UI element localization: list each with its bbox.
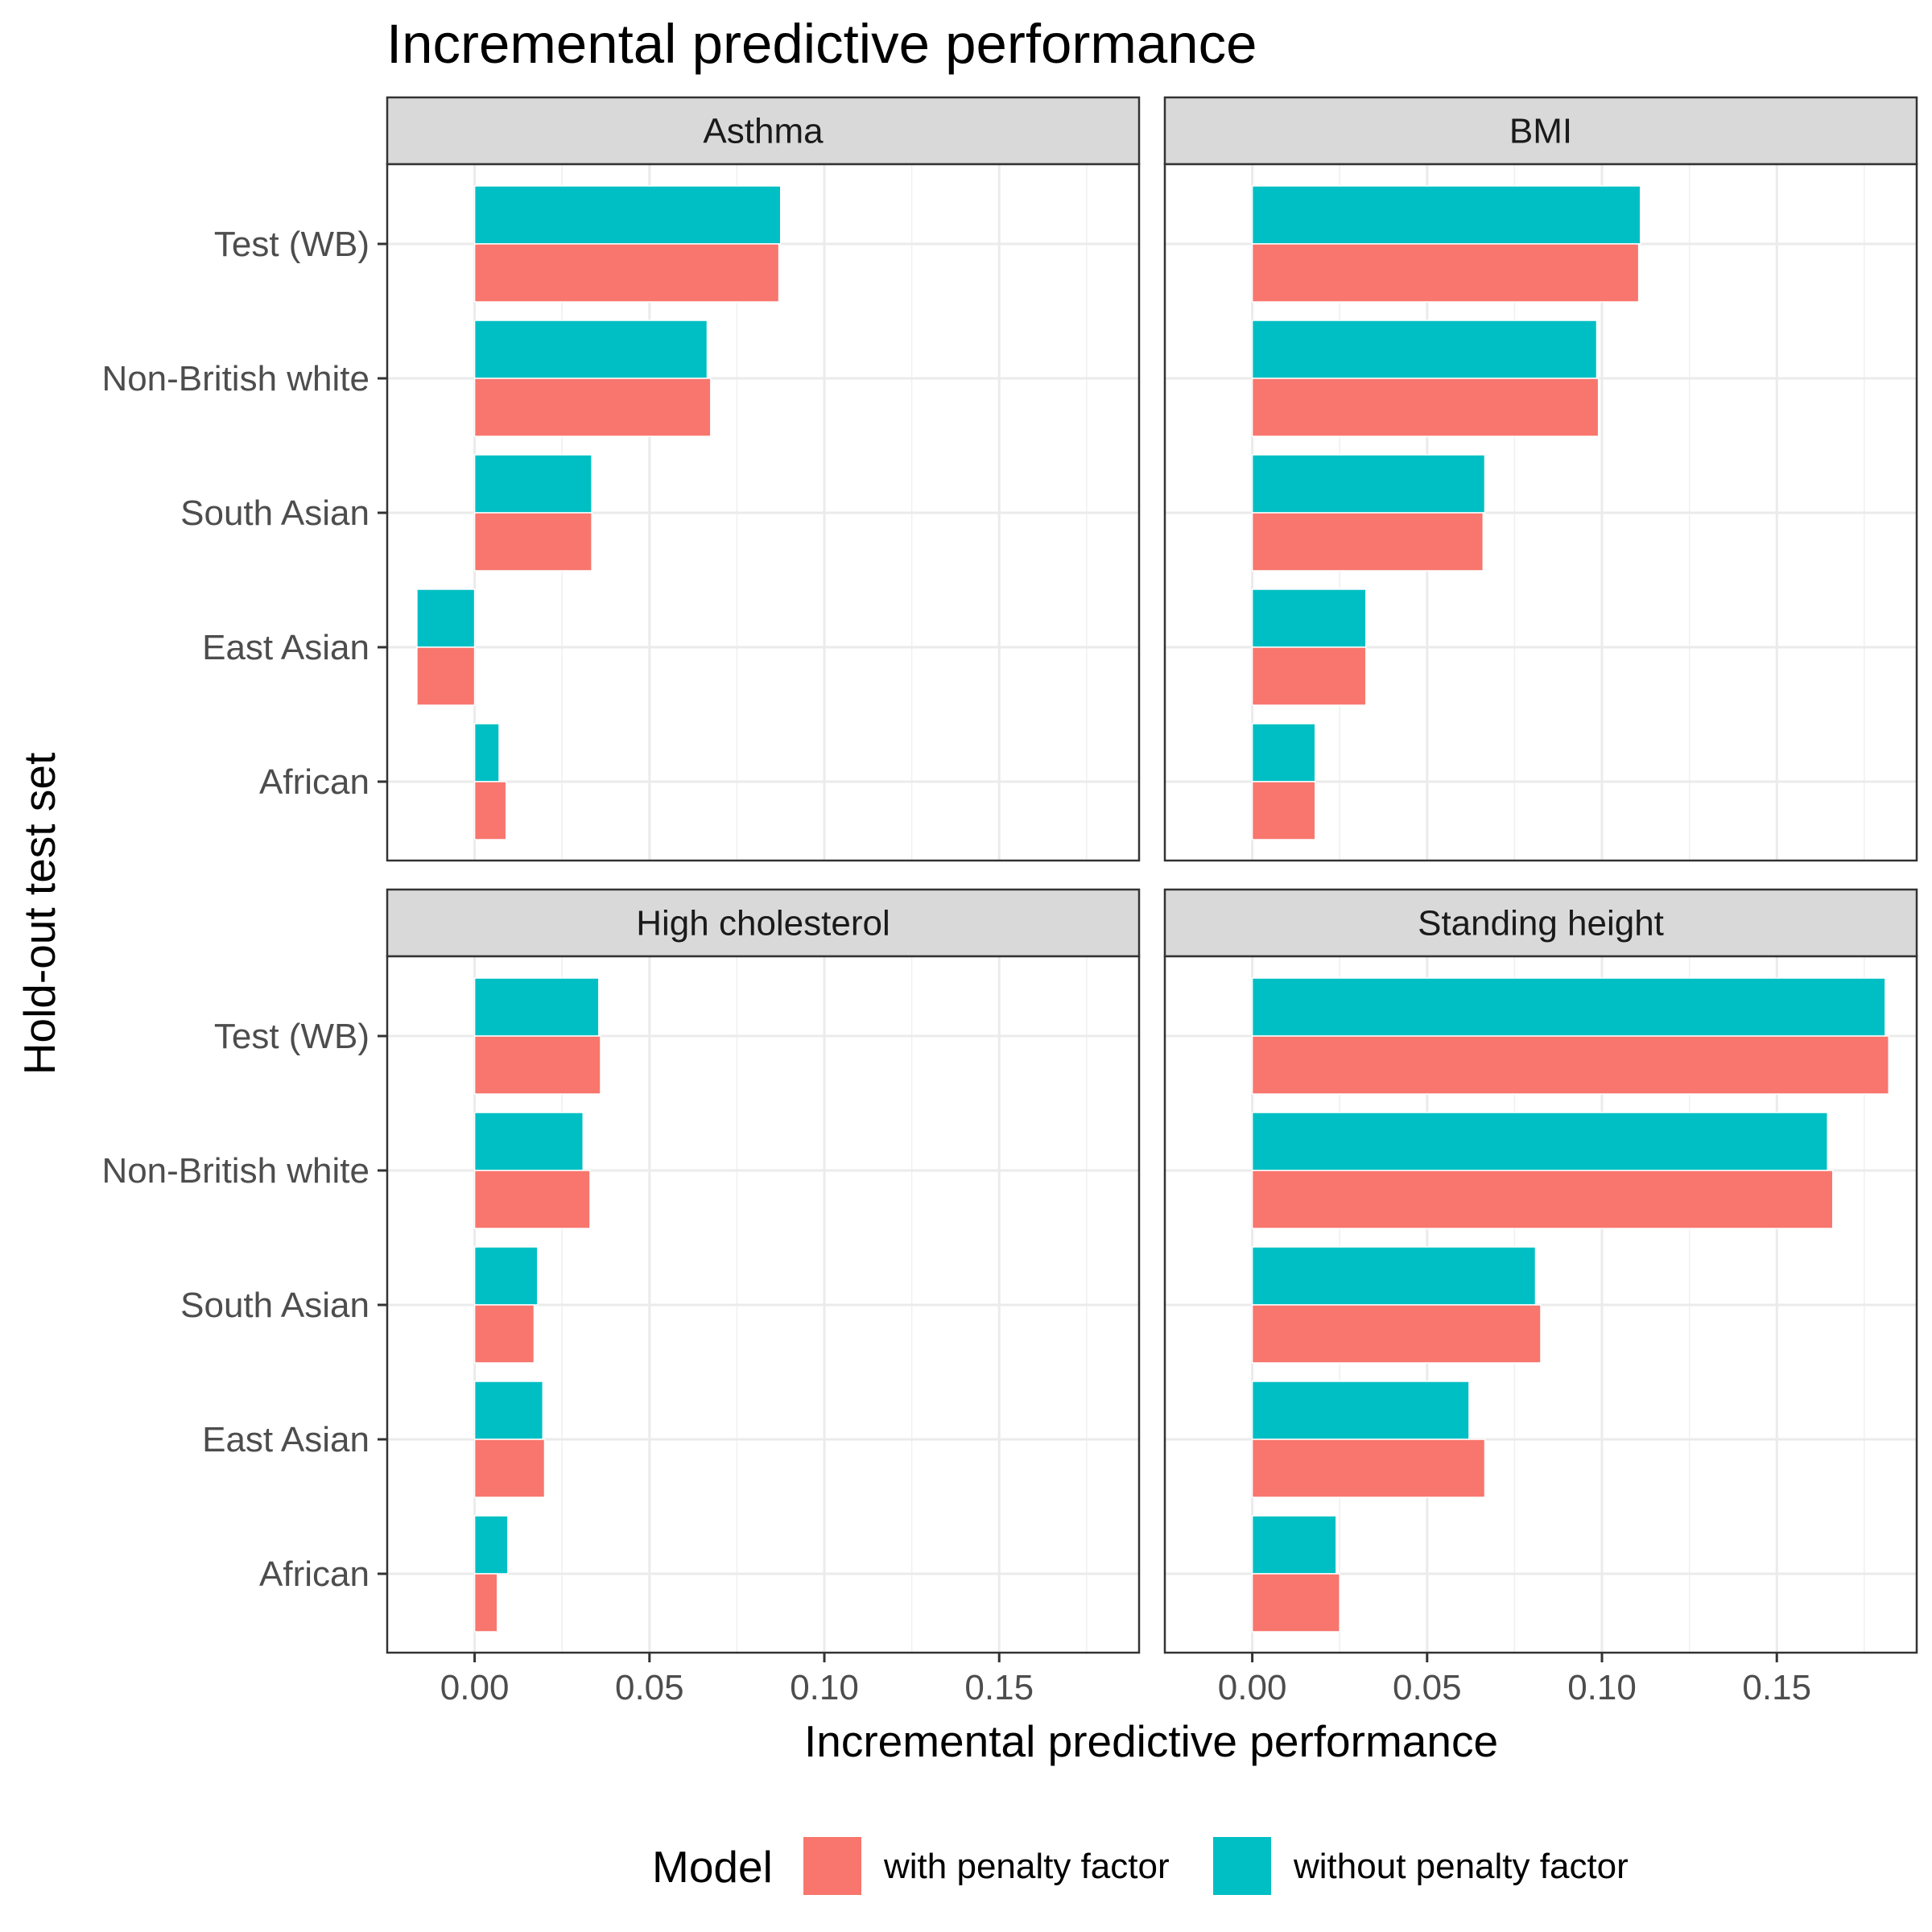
legend-title: Model [652,1842,773,1892]
bar-with-penalty-south-asian [1251,1304,1542,1364]
bar-without-penalty-test-wb [473,185,782,245]
bar-with-penalty-east-asian [416,646,476,706]
legend-label-with-penalty: with penalty factor [883,1847,1170,1886]
y-tick-label: African [259,1554,369,1594]
bar-without-penalty-south-asian [1251,454,1486,514]
bar-with-penalty-non-british-white [1251,1170,1834,1229]
bar-with-penalty-east-asian [1251,646,1367,706]
y-tick-label: Test (WB) [214,1017,369,1056]
x-tick-label: 0.05 [615,1668,684,1707]
panel-border [1163,955,1918,1654]
bar-with-penalty-test-wb [473,243,780,303]
bar-without-penalty-non-british-white [473,320,708,379]
facet-strip [386,96,1141,166]
bar-without-penalty-test-wb [1251,185,1641,245]
bar-with-penalty-test-wb [473,1035,601,1095]
bar-without-penalty-test-wb [473,977,600,1037]
bar-with-penalty-african [473,781,507,840]
bar-with-penalty-south-asian [473,1304,535,1364]
bar-with-penalty-non-british-white [1251,378,1600,437]
bar-without-penalty-south-asian [1251,1246,1537,1306]
bar-with-penalty-african [1251,781,1316,840]
panel-border [1163,163,1918,862]
bar-without-penalty-east-asian [1251,1381,1470,1440]
x-tick-label: 0.15 [1742,1668,1811,1707]
x-tick-label: 0.05 [1393,1668,1462,1707]
y-tick-label: Test (WB) [214,225,369,264]
bar-with-penalty-african [473,1573,498,1633]
chart-title: Incremental predictive performance [386,13,1257,75]
facet-panels: Asthma Test (WB) Non-British white South As… [101,96,1918,1707]
y-tick-label: Non-British white [101,1151,369,1191]
y-tick-label: South Asian [180,493,369,533]
bar-without-penalty-african [473,723,500,782]
y-tick-label: Non-British white [101,359,369,398]
legend-key-without-penalty [1213,1837,1271,1895]
facet-asthma: Asthma Test (WB) Non-British white South As… [101,96,1141,862]
x-tick-label: 0.00 [1218,1668,1287,1707]
bar-without-penalty-non-british-white [1251,320,1598,379]
bar-with-penalty-east-asian [1251,1439,1486,1498]
x-tick-label: 0.00 [440,1668,510,1707]
y-tick-label: African [259,762,369,802]
bar-with-penalty-test-wb [1251,1035,1889,1095]
bar-with-penalty-south-asian [1251,512,1484,572]
legend-key-with-penalty [803,1837,861,1895]
bar-without-penalty-african [1251,1515,1337,1575]
facet-strip [1163,96,1918,166]
legend-label-without-penalty: without penalty factor [1293,1847,1629,1886]
bar-without-penalty-african [1251,723,1316,782]
x-tick-label: 0.15 [964,1668,1034,1707]
bar-with-penalty-south-asian [473,512,592,572]
facet-strip-label: BMI [1509,112,1572,151]
facet-strip-label: High cholesterol [636,904,890,943]
facet-standing-height: Standing height 0.00 0.05 0.10 0.15 [1163,888,1918,1707]
y-tick-label: East Asian [202,628,369,667]
x-tick-label: 0.10 [1567,1668,1637,1707]
bar-without-penalty-east-asian [416,588,476,648]
bar-with-penalty-non-british-white [473,378,712,437]
facet-bmi: BMI [1163,96,1918,862]
bar-without-penalty-non-british-white [1251,1112,1828,1171]
bar-with-penalty-east-asian [473,1439,546,1498]
bar-without-penalty-south-asian [473,454,592,514]
bar-with-penalty-non-british-white [473,1170,591,1229]
facet-strip-label: Standing height [1418,904,1664,943]
bar-without-penalty-test-wb [1251,977,1886,1037]
facet-high-cholesterol: High cholesterol Test (WB) Non-British whi… [101,888,1141,1707]
y-tick-label: South Asian [180,1286,369,1325]
legend: Model with penalty factor without penalt… [652,1837,1629,1895]
bar-without-penalty-non-british-white [473,1112,584,1171]
y-tick-label: East Asian [202,1420,369,1459]
bar-without-penalty-african [473,1515,509,1575]
bar-without-penalty-east-asian [1251,588,1367,648]
bar-without-penalty-south-asian [473,1246,539,1306]
y-axis-title: Hold-out test set [14,753,64,1075]
x-axis-title: Incremental predictive performance [804,1716,1498,1766]
x-tick-label: 0.10 [790,1668,859,1707]
bar-without-penalty-east-asian [473,1381,544,1440]
facet-strip-label: Asthma [703,112,824,151]
bar-with-penalty-african [1251,1573,1340,1633]
bar-with-penalty-test-wb [1251,243,1640,303]
